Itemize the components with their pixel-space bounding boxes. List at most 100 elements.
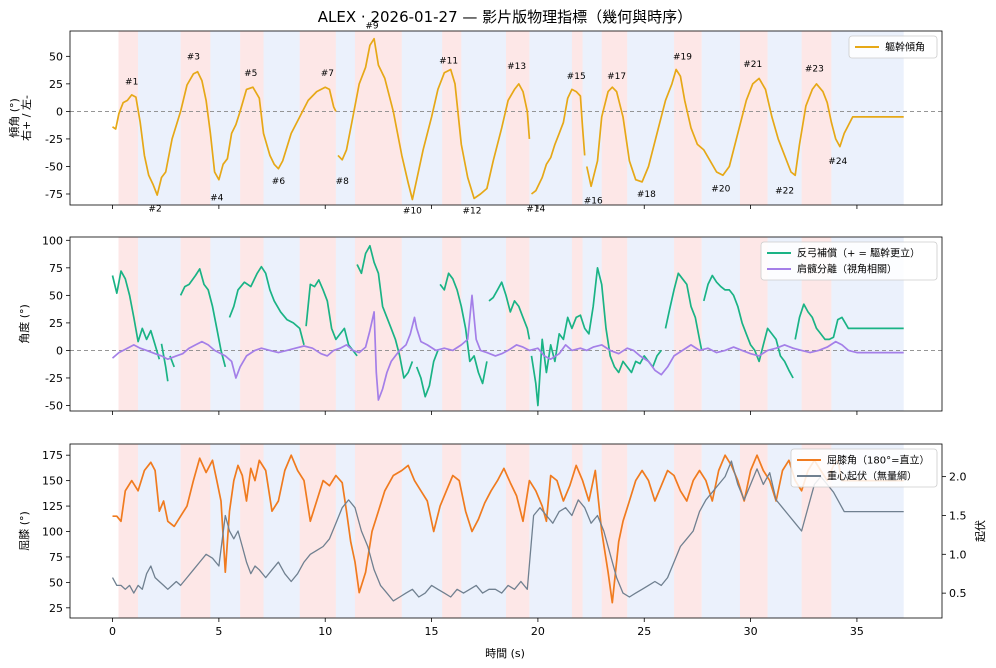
phase-band <box>627 31 675 205</box>
series-line <box>530 88 586 195</box>
peak-label: #24 <box>828 157 847 167</box>
x-tick-label: 35 <box>850 625 864 638</box>
series-line <box>439 272 488 385</box>
peak-label: #1 <box>125 78 138 88</box>
y-tick-label: 75 <box>49 551 63 564</box>
plot-area <box>70 237 942 411</box>
phase-band <box>571 444 583 618</box>
y-tick-label: 150 <box>42 475 63 488</box>
phase-band <box>240 444 264 618</box>
y-tick-label: -75 <box>45 188 63 201</box>
phase-band <box>442 444 462 618</box>
peak-label: #3 <box>187 52 200 62</box>
legend-label: 肩髖分離（視角相關） <box>797 263 897 276</box>
peak-label: #5 <box>244 69 257 79</box>
series-line <box>415 350 439 398</box>
series-line <box>112 70 337 196</box>
legend: 反弓補償（+ = 驅幹更立） 肩髖分離（視角相關） <box>760 241 938 281</box>
axes-frame <box>69 443 943 619</box>
phase-band <box>674 444 702 618</box>
y-tick-label: 50 <box>49 289 63 302</box>
series-line <box>488 281 531 340</box>
peak-label: #19 <box>673 52 692 62</box>
peak-label: #6 <box>272 177 286 187</box>
peak-label: #12 <box>462 207 481 217</box>
phase-band <box>506 444 530 618</box>
phase-band <box>461 31 506 205</box>
x-tick-label: 15 <box>425 625 439 638</box>
y-tick-label: -25 <box>45 372 63 385</box>
series-line <box>112 454 904 604</box>
peak-label: #11 <box>439 57 458 67</box>
series-line <box>111 270 161 360</box>
phase-band <box>506 31 530 205</box>
phase-band <box>180 237 211 411</box>
series-line <box>179 268 227 368</box>
x-tick-label: 10 <box>318 625 332 638</box>
phase-band <box>263 444 300 618</box>
phase-band <box>582 237 602 411</box>
series-line <box>305 279 358 357</box>
phase-band <box>263 31 300 205</box>
y-tick-label: 0 <box>56 105 63 118</box>
phase-band <box>674 31 702 205</box>
phase-band <box>335 31 355 205</box>
peak-label: #4 <box>210 193 224 203</box>
y-tick-label: -50 <box>45 160 63 173</box>
phase-band <box>240 31 264 205</box>
peak-label: #13 <box>507 62 526 72</box>
phase-band <box>442 237 462 411</box>
phase-band <box>138 31 181 205</box>
y-tick-label: 25 <box>49 317 63 330</box>
phase-band <box>442 31 462 205</box>
y-axis-label: 右+ / 左- <box>19 95 33 141</box>
x-tick-label: 25 <box>637 625 651 638</box>
phase-band <box>701 237 740 411</box>
y-tick-label: 50 <box>49 576 63 589</box>
legend: 軀幹傾角 <box>848 35 938 59</box>
legend-label: 軀幹傾角 <box>885 41 925 54</box>
y2-tick-label: 1.5 <box>949 509 967 522</box>
peak-label: #16 <box>584 197 603 207</box>
series-line <box>530 266 662 407</box>
y-axis-label: 角度 (°) <box>17 304 31 344</box>
phase-band <box>701 31 740 205</box>
peak-label: #17 <box>607 72 626 82</box>
phase-band <box>401 31 443 205</box>
y-axis-label: 傾角 (°) <box>7 98 21 138</box>
phase-band <box>601 444 628 618</box>
y-tick-label: -50 <box>45 399 63 412</box>
peak-label: #23 <box>805 64 824 74</box>
series-line <box>160 343 169 382</box>
angle-panel: 100 75 50 25 0 -25 -50 角度 (°) 反弓補償（+ = 驅幹更立） 肩髖分離… <box>17 234 943 415</box>
phase-band <box>299 444 336 618</box>
peak-label: #9 <box>365 21 379 31</box>
phase-band <box>674 237 702 411</box>
phase-band <box>739 444 768 618</box>
axes-frame <box>69 30 943 206</box>
y2-tick-label: 1.0 <box>949 548 967 561</box>
phase-band <box>354 444 402 618</box>
phase-band <box>210 31 241 205</box>
series-line <box>794 303 904 341</box>
legend-box <box>790 448 938 488</box>
legend: 屈膝角（180°=直立） 重心起伏（無量綱） <box>790 448 938 488</box>
peak-label: #8 <box>336 177 350 187</box>
phase-band <box>118 237 139 411</box>
y-tick-label: 25 <box>49 602 63 615</box>
y-tick-label: 0 <box>56 344 63 357</box>
y-tick-label: 100 <box>42 526 63 539</box>
x-axis-label: 時間 (s) <box>485 647 525 660</box>
peak-label: #15 <box>567 72 586 82</box>
legend-label: 重心起伏（無量綱） <box>827 470 917 483</box>
series-line <box>228 265 305 346</box>
legend-label: 屈膝角（180°=直立） <box>827 454 929 467</box>
x-tick-label: 20 <box>531 625 545 638</box>
phase-band <box>739 31 768 205</box>
phase-band <box>701 444 740 618</box>
y2-tick-label: 0.5 <box>949 587 967 600</box>
knee-panel: 175 150 125 100 75 50 25 2.0 1.5 1.0 0.5 起伏 0 5 10 15 20… <box>18 443 987 638</box>
y-tick-label: 175 <box>42 449 63 462</box>
phase-band <box>529 31 572 205</box>
phase-band <box>118 444 139 618</box>
